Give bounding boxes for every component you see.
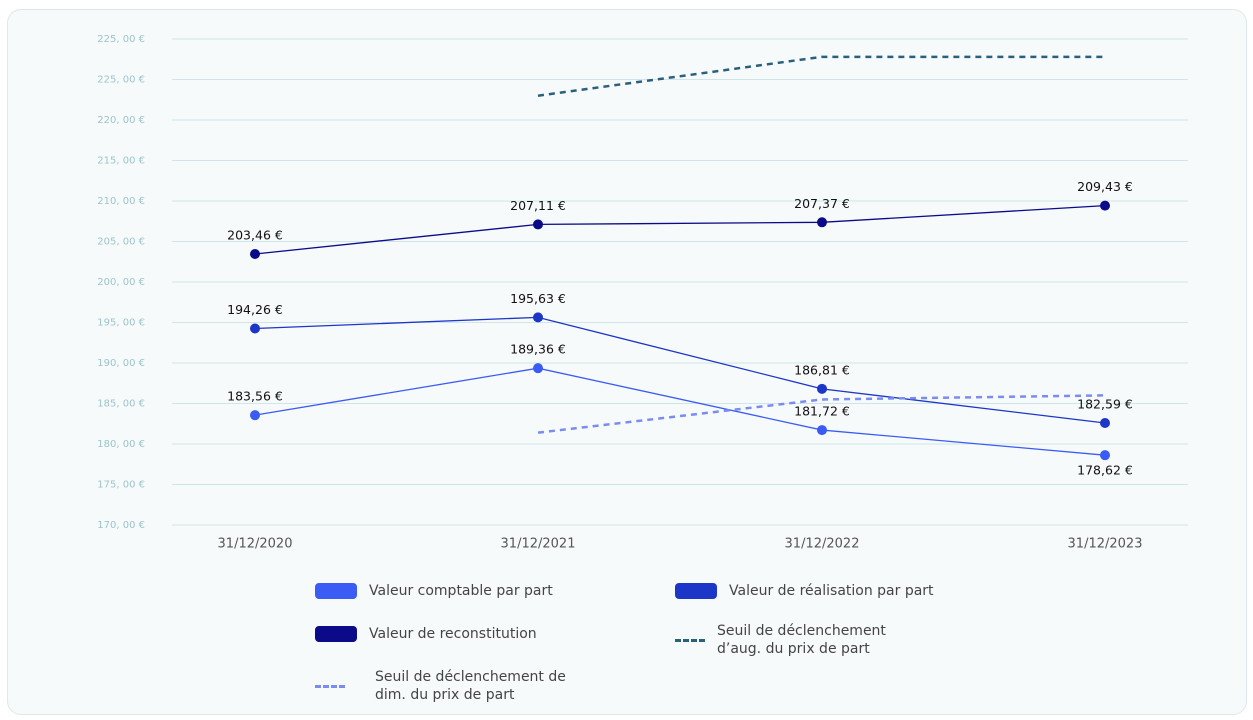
legend-item: Valeur comptable par part [315, 571, 553, 611]
data-label: 181,72 € [794, 404, 850, 419]
legend-label: Seuil de déclenchement d’aug. du prix de… [717, 623, 886, 657]
series-line [254, 204, 1106, 255]
series-line [254, 316, 1106, 424]
legend-swatch [315, 626, 357, 642]
y-tick-label: 225, 00 € [97, 34, 145, 45]
x-tick-label: 31/12/2023 [1068, 537, 1143, 552]
legend-swatch [315, 583, 357, 599]
data-label: 182,59 € [1077, 397, 1133, 412]
data-point [533, 363, 543, 374]
data-point [817, 217, 827, 228]
legend-label: Valeur de réalisation par part [729, 583, 934, 599]
x-tick-label: 31/12/2021 [501, 537, 576, 552]
data-label: 195,63 € [510, 291, 566, 306]
x-tick-label: 31/12/2022 [785, 537, 860, 552]
data-point [817, 383, 827, 394]
legend-item: Seuil de déclenchement d’aug. du prix de… [675, 620, 932, 660]
data-point [250, 248, 260, 259]
legend-label: Seuil de déclenchement de dim. du prix d… [375, 669, 566, 703]
legend-label: Valeur de reconstitution [369, 626, 537, 642]
legend-label: Valeur comptable par part [369, 583, 553, 599]
y-tick-label: 205, 00 € [97, 237, 145, 248]
legend-item: Seuil de déclenchement de dim. du prix d… [315, 666, 590, 706]
y-tick-label: 200, 00 € [97, 277, 145, 288]
legend-item: Valeur de réalisation par part [675, 571, 934, 611]
data-point [250, 410, 260, 421]
y-tick-label: 190, 00 € [97, 358, 145, 369]
data-point [1100, 450, 1110, 461]
threshold-line [537, 55, 1105, 97]
data-point [533, 312, 543, 323]
data-label: 203,46 € [227, 227, 283, 242]
data-label: 183,56 € [227, 389, 283, 404]
chart: 170, 00 € 175, 00 € 180, 00 € 185, 00 € 190,… [97, 34, 1188, 552]
y-tick-label: 195, 00 € [97, 318, 145, 329]
series-line [254, 367, 1106, 456]
data-label: 207,37 € [794, 196, 850, 211]
data-label: 209,43 € [1077, 179, 1133, 194]
y-tick-label: 225, 00 € [97, 75, 145, 86]
legend-swatch [315, 684, 345, 688]
data-label: 186,81 € [794, 362, 850, 377]
y-tick-label: 175, 00 € [97, 480, 145, 491]
data-label: 207,11 € [510, 198, 566, 213]
y-tick-label: 215, 00 € [97, 156, 145, 167]
y-tick-label: 170, 00 € [97, 520, 145, 531]
legend-swatch [675, 583, 717, 599]
data-point [1100, 418, 1110, 429]
legend-item: Valeur de reconstitution [315, 614, 537, 654]
y-tick-label: 210, 00 € [97, 196, 145, 207]
data-label: 194,26 € [227, 302, 283, 317]
data-point [533, 219, 543, 230]
threshold-line [537, 394, 1106, 434]
y-tick-label: 180, 00 € [97, 439, 145, 450]
data-label: 189,36 € [510, 342, 566, 357]
card [7, 9, 1247, 715]
data-point [817, 425, 827, 436]
y-tick-label: 185, 00 € [97, 399, 145, 410]
data-point [250, 323, 260, 334]
data-point [1100, 200, 1110, 211]
x-tick-label: 31/12/2020 [218, 537, 293, 552]
legend-swatch [675, 638, 705, 642]
data-label: 178,62 € [1077, 463, 1133, 478]
y-tick-label: 220, 00 € [97, 115, 145, 126]
